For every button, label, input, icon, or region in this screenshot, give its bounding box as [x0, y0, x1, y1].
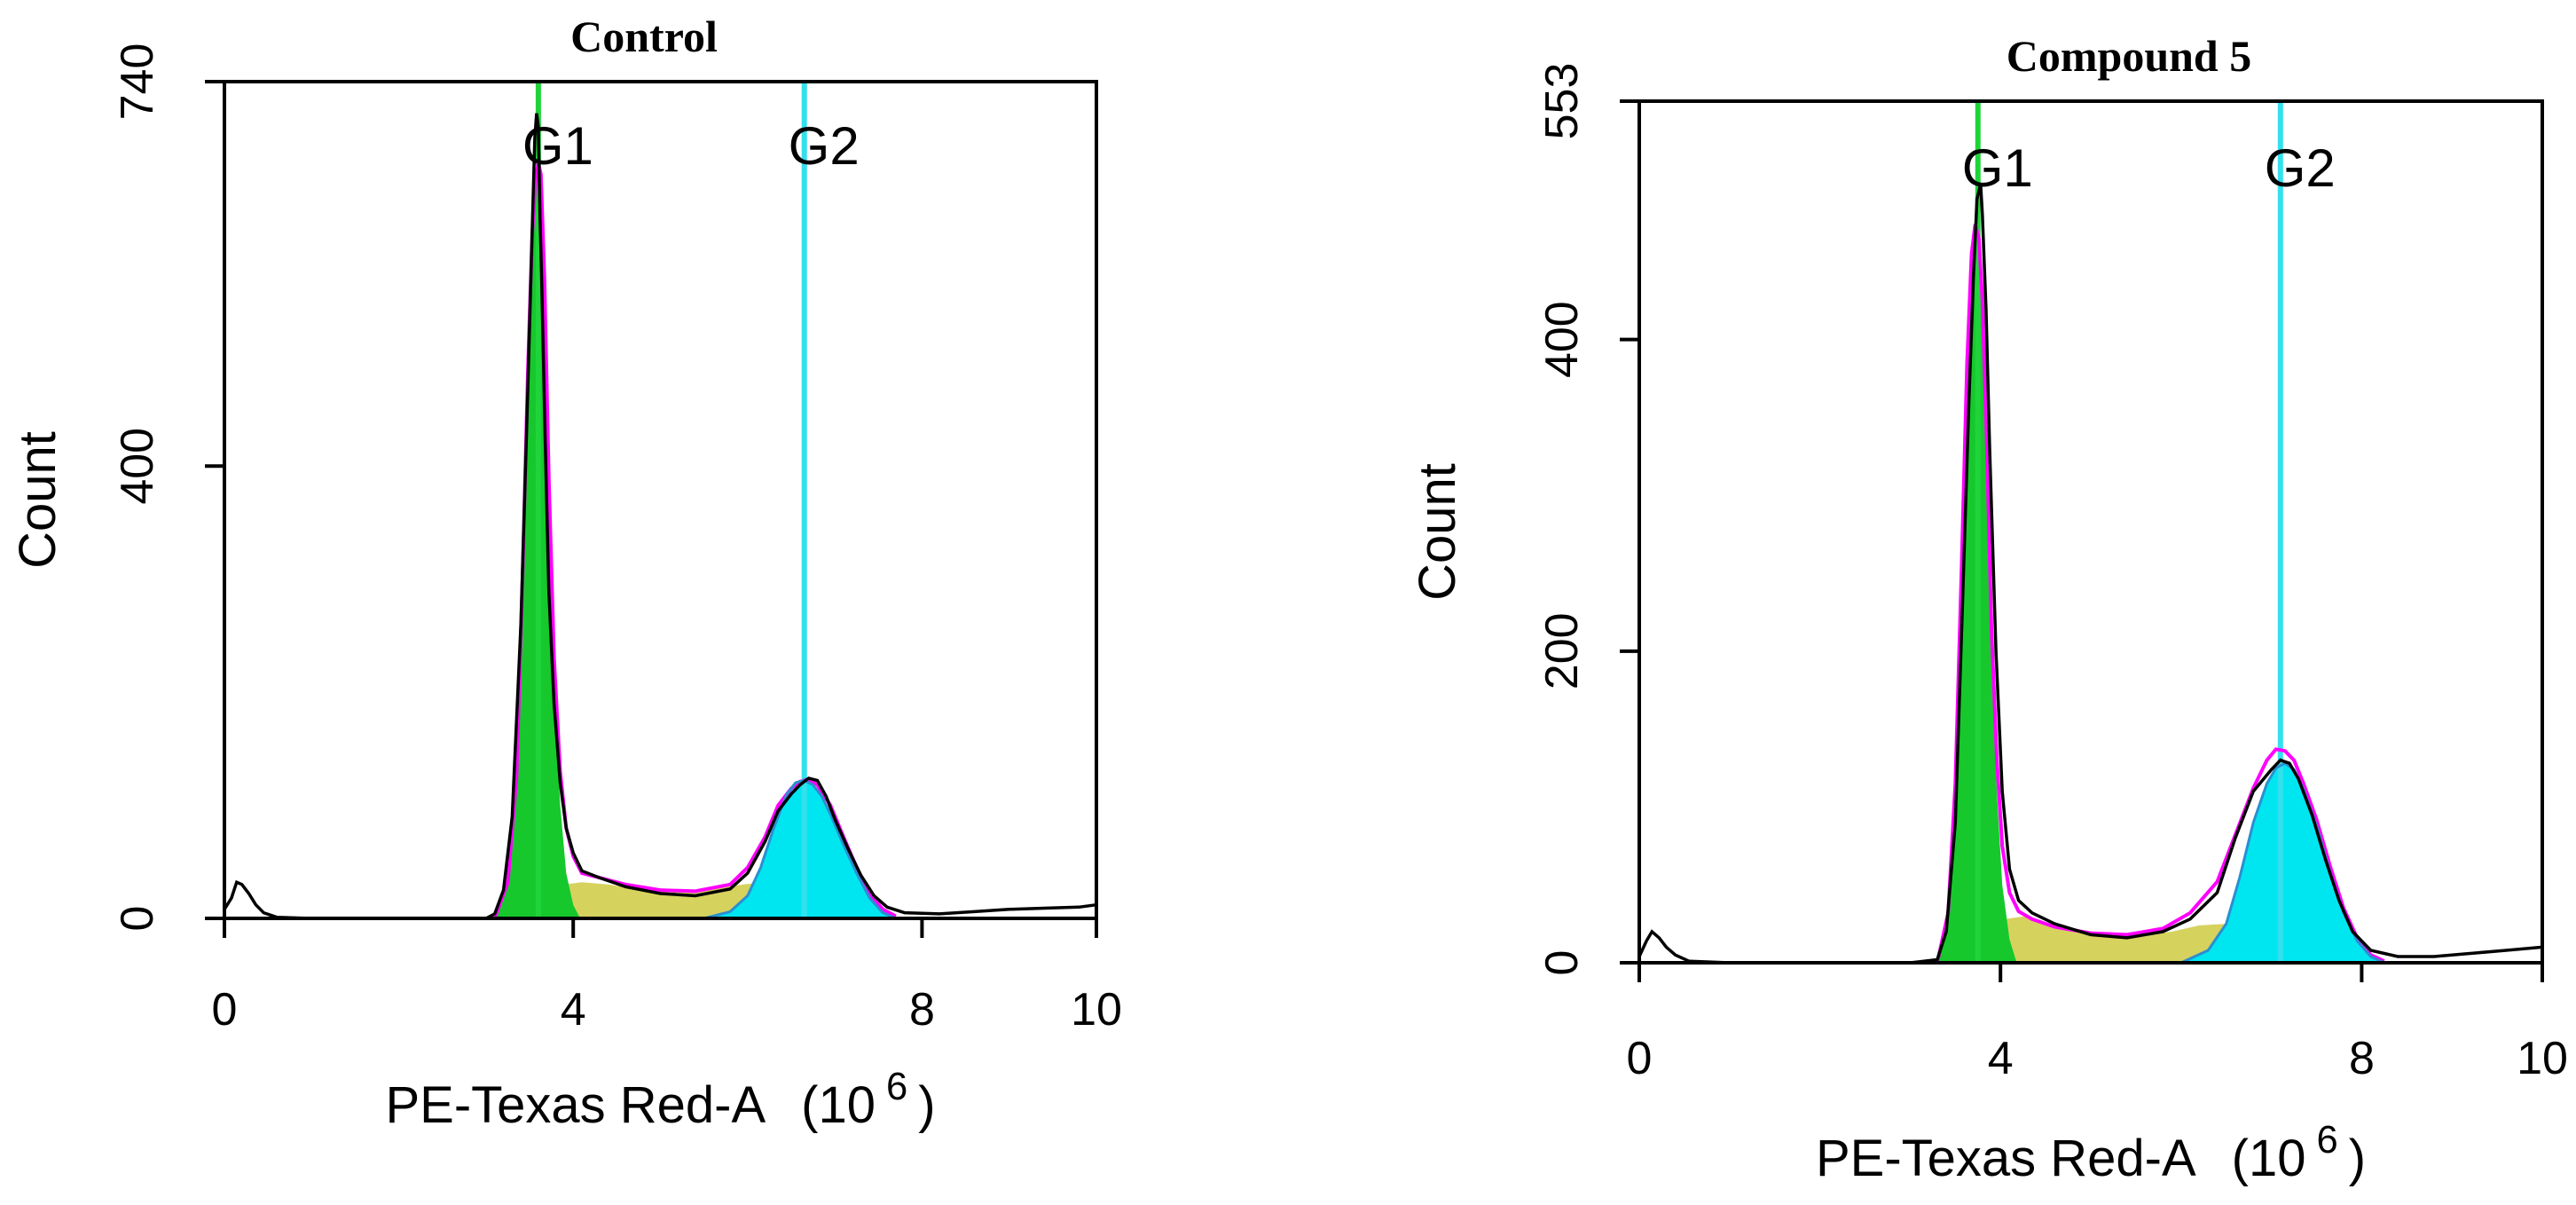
gate-label-g2: G2: [789, 116, 860, 176]
y-tick-label: 553: [1536, 63, 1588, 140]
y-tick-label: 0: [1536, 950, 1588, 976]
x-axis-unit-exponent: 6: [886, 1066, 907, 1108]
y-axis-label: Count: [9, 431, 67, 569]
g2-area: [703, 780, 896, 918]
x-tick-label: 10: [1071, 984, 1122, 1036]
x-axis-label-text: PE-Texas Red-A: [385, 1076, 766, 1134]
x-axis-unit: (10: [2232, 1130, 2306, 1187]
x-tick-label: 0: [1627, 1033, 1653, 1084]
y-tick-label: 740: [112, 43, 163, 121]
x-axis-unit-close: ): [2349, 1130, 2366, 1187]
x-tick-label: 4: [1988, 1033, 2014, 1084]
compound-5-panel: Compound 5 G1 G2 0 4 8 10 0 200 400 553 Count PE-Tex…: [1409, 31, 2568, 1187]
x-axis-label-text: PE-Texas Red-A: [1816, 1130, 2196, 1187]
x-axis-unit-exponent: 6: [2317, 1119, 2338, 1162]
y-tick-label: 400: [112, 428, 163, 505]
x-tick-label: 8: [2349, 1033, 2375, 1084]
x-axis-label: PE-Texas Red-A (10 6): [385, 1066, 935, 1134]
chart-title: Control: [570, 12, 718, 61]
gate-label-g2: G2: [2265, 138, 2336, 198]
plot-frame: [1637, 99, 2544, 965]
x-tick-label: 10: [2517, 1033, 2568, 1084]
y-tick-label: 0: [112, 906, 163, 932]
plot-frame: [223, 80, 1098, 920]
x-axis-unit: (10: [801, 1076, 876, 1134]
x-tick-label: 0: [212, 984, 238, 1036]
y-axis-label: Count: [1409, 463, 1466, 601]
x-axis-unit-close: ): [918, 1076, 935, 1134]
x-tick-label: 4: [561, 984, 586, 1036]
x-axis-label: PE-Texas Red-A (10 6): [1816, 1119, 2366, 1187]
y-tick-label: 400: [1536, 301, 1588, 378]
g2-fit-line: [703, 778, 897, 920]
x-tick-label: 8: [909, 984, 935, 1036]
gate-label-g1: G1: [1962, 138, 2033, 198]
y-tick-label: 200: [1536, 612, 1588, 689]
chart-title: Compound 5: [2007, 31, 2252, 81]
